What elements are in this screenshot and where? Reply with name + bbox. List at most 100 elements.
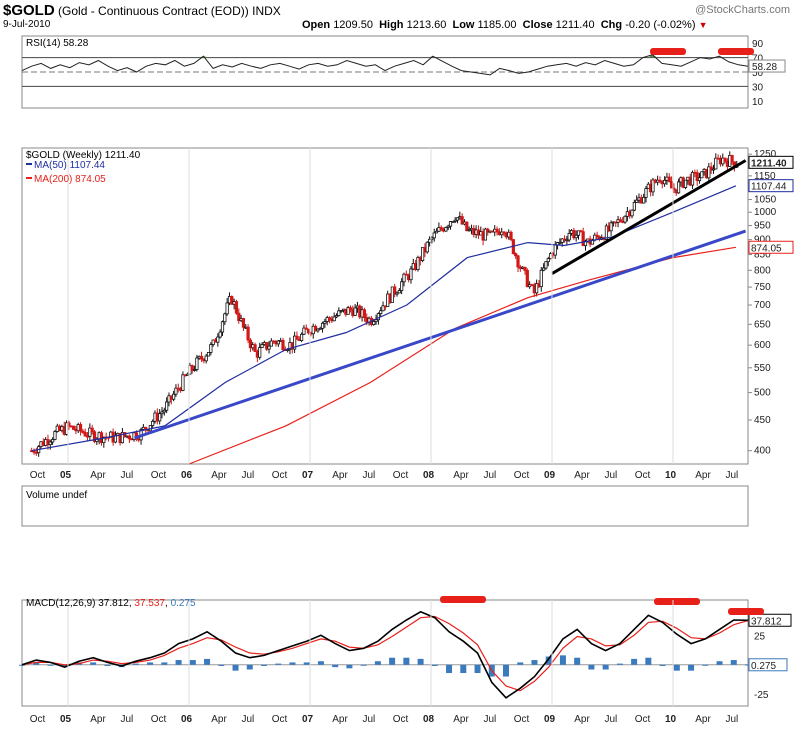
candle-body	[334, 315, 339, 318]
stockcharts-logo: @StockCharts.com	[695, 4, 790, 16]
macd-highlight-marker	[440, 596, 486, 603]
candle-body	[160, 411, 164, 415]
candle-body	[165, 401, 169, 411]
last-value-ma50: 1107.44	[751, 182, 787, 193]
candle-body	[53, 431, 57, 440]
candle-body	[204, 355, 208, 362]
macd-histogram-bar	[417, 658, 424, 665]
candle-body	[553, 244, 557, 256]
candle-body	[542, 267, 546, 271]
candle-body	[581, 231, 585, 247]
candle-body	[113, 435, 118, 443]
candle-body	[172, 393, 176, 400]
candle-body	[195, 357, 199, 370]
macd-histogram-bar	[61, 664, 68, 668]
candle-body	[92, 431, 97, 442]
candle-body	[281, 340, 285, 351]
candle-body	[465, 221, 469, 232]
macd-highlight-marker	[654, 598, 700, 605]
price-x-tick-label: Oct	[635, 470, 651, 481]
price-x-tick-label: Jul	[604, 470, 617, 481]
candle-body	[253, 344, 257, 352]
candle-body	[199, 355, 204, 360]
macd-histogram-bar	[574, 657, 581, 665]
macd-histogram-bar	[47, 664, 54, 666]
candle-body	[83, 432, 87, 437]
candle-body	[209, 344, 213, 353]
candle-body	[216, 336, 220, 343]
candle-body	[304, 327, 308, 330]
candle-body	[381, 305, 385, 312]
candle-body	[663, 179, 667, 185]
price-x-tick-label: 07	[302, 470, 314, 481]
trendline-black	[551, 159, 747, 275]
price-x-tick-label: Jul	[120, 470, 133, 481]
macd-x-tick-label: Jul	[362, 714, 375, 725]
rsi-tick-label: 50	[752, 68, 764, 79]
close-value: 1211.40	[555, 19, 595, 31]
candle-body	[421, 247, 425, 261]
candle-body	[523, 266, 527, 271]
price-x-tick-label: Oct	[272, 470, 288, 481]
price-tick-label: 550	[754, 363, 771, 374]
candle-body	[448, 221, 453, 227]
price-x-tick-label: 09	[544, 470, 556, 481]
candle-body	[102, 436, 106, 443]
chart-title: $GOLD (Gold - Continuous Contract (EOD))…	[3, 2, 281, 19]
candle-body	[192, 369, 197, 371]
rsi-tick-label: 90	[752, 39, 764, 50]
candle-body	[332, 316, 336, 322]
candle-body	[151, 420, 155, 426]
ma200-swatch	[26, 177, 32, 179]
price-tick-label: 500	[754, 388, 771, 399]
rsi-highlight-marker	[650, 48, 686, 55]
candle-body	[690, 171, 695, 186]
macd-histogram-bar	[147, 662, 154, 665]
candle-body	[434, 230, 439, 234]
macd-histogram-bar	[289, 662, 296, 665]
candle-body	[337, 310, 341, 316]
candle-body	[565, 239, 569, 242]
candle-body	[618, 219, 622, 222]
candle-body	[234, 301, 239, 314]
candle-body	[460, 216, 464, 225]
macd-histogram-bar	[317, 661, 324, 665]
price-x-tick-label: Oct	[393, 470, 409, 481]
price-tick-label: 650	[754, 319, 771, 330]
candle-body	[81, 430, 85, 433]
price-x-tick-label: Oct	[151, 470, 167, 481]
macd-histogram-bar	[588, 664, 595, 670]
candle-body	[723, 157, 727, 162]
macd-line	[21, 610, 749, 699]
candle-body	[544, 261, 548, 269]
macd-histogram-bar	[132, 663, 139, 665]
price-x-tick-label: Apr	[453, 470, 469, 481]
price-x-tick-label: Apr	[211, 470, 227, 481]
candle-body	[539, 269, 543, 288]
macd-x-tick-label: 05	[60, 714, 72, 725]
candle-body	[181, 374, 185, 391]
last-value-close: 1211.40	[751, 158, 787, 169]
macd-histogram-bar	[175, 660, 182, 665]
candle-body	[560, 238, 564, 243]
candle-body	[516, 255, 520, 268]
candle-body	[220, 321, 225, 333]
candle-body	[230, 296, 234, 305]
candle-body	[676, 181, 681, 194]
candle-body	[453, 219, 457, 222]
candle-body	[246, 326, 250, 341]
candle-body	[260, 344, 264, 349]
price-legend: $GOLD (Weekly) 1211.40	[26, 150, 141, 161]
macd-x-tick-label: Apr	[332, 714, 348, 725]
macd-x-tick-label: Jul	[483, 714, 496, 725]
macd-histogram-bar	[275, 663, 282, 665]
candle-body	[206, 352, 211, 357]
candle-body	[276, 340, 280, 345]
macd-x-tick-label: Apr	[695, 714, 711, 725]
candle-body	[644, 188, 648, 198]
candle-body	[535, 283, 539, 294]
candle-body	[339, 310, 343, 312]
macd-histogram-bar	[360, 664, 367, 666]
candle-body	[467, 229, 471, 232]
